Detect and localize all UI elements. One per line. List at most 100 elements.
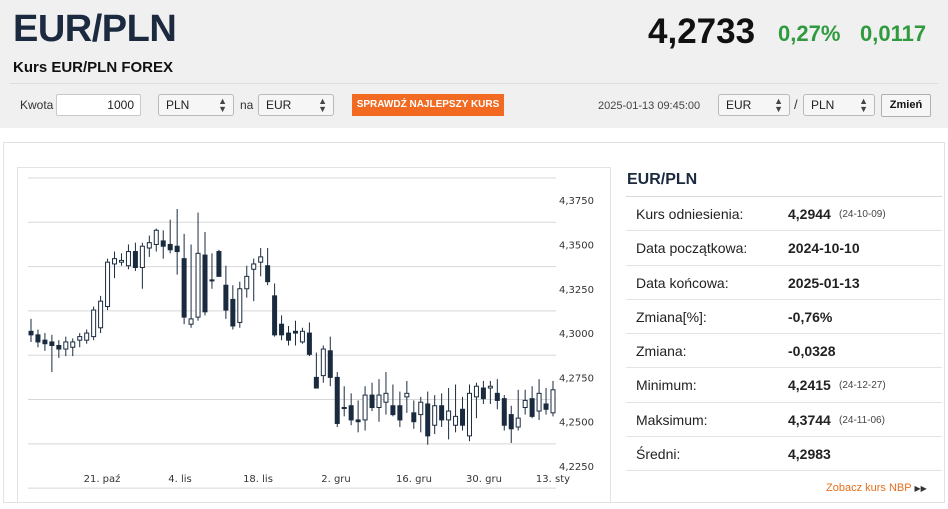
candle-body (77, 336, 83, 341)
candle-body (153, 229, 159, 245)
candle-body (376, 394, 382, 409)
stats-row-label: Maksimum: (636, 411, 708, 428)
candle-body (42, 339, 48, 345)
candle-body (320, 348, 326, 377)
x-tick-label: 16. gru (396, 474, 432, 485)
change-pair-button[interactable]: Zmień (881, 94, 931, 117)
x-tick-label: 2. gru (321, 474, 351, 485)
amount-input[interactable] (56, 94, 141, 116)
candle-body (466, 392, 472, 437)
candle-body (279, 323, 285, 336)
candle-body (299, 330, 305, 343)
y-tick-label: 4,3750 (559, 196, 594, 207)
candle-body (56, 344, 62, 350)
y-tick-label: 4,2250 (559, 462, 594, 473)
na-label: na (240, 98, 254, 112)
select-arrows-icon: ▲ ▼ (318, 96, 327, 114)
stats-row-label: Zmiana: (636, 343, 687, 360)
candle-body (91, 309, 97, 338)
candle-body (139, 245, 145, 269)
candle-body (460, 408, 466, 426)
candle-body (550, 389, 556, 414)
header-divider (10, 83, 938, 84)
candle-body (306, 332, 312, 355)
stats-row: Data początkowa: 2024-10-10 (626, 231, 942, 266)
x-tick-label: 21. paź (84, 473, 121, 485)
stats-row: Maksimum: 4,3744 (24-11-06) (626, 403, 942, 438)
candle-body (181, 258, 187, 318)
candle-body (35, 334, 41, 343)
candle-body (63, 341, 69, 350)
candle-body (529, 398, 535, 417)
candle-body (195, 252, 201, 318)
y-tick-label: 4,3250 (559, 285, 594, 296)
stats-row-value: -0,0328 (788, 343, 836, 360)
stats-rows: Kurs odniesienia: 4,2944 (24-10-09) Data po… (626, 197, 942, 472)
to-currency-select[interactable]: EUR ▲ ▼ (258, 94, 334, 116)
candle-body (348, 405, 354, 421)
pair-separator: / (794, 97, 798, 112)
x-tick-label: 18. lis (243, 474, 273, 485)
stats-row-value: 4,2944 (788, 206, 831, 222)
stats-row-label: Średni: (636, 446, 681, 463)
nbp-link-text: Zobacz kurs NBP (826, 482, 912, 494)
select-arrows-icon: ▲ ▼ (774, 96, 783, 114)
candle-body (432, 405, 438, 426)
pair-from-value: EUR (726, 98, 752, 112)
candle-body (272, 295, 278, 336)
candle-body (543, 403, 549, 410)
quote-timestamp: 2025-01-13 09:45:00 (598, 100, 701, 112)
candle-body (98, 300, 104, 329)
candle-body (230, 298, 236, 327)
candle-body (28, 330, 34, 336)
candle-body (439, 405, 445, 421)
candle-body (362, 394, 368, 421)
candle-body (341, 407, 347, 410)
stats-row: Kurs odniesienia: 4,2944 (24-10-09) (626, 197, 942, 232)
candle-body (487, 385, 493, 389)
candle-body (188, 318, 194, 325)
y-tick-label: 4,3000 (559, 329, 594, 340)
to-currency-value: EUR (266, 98, 292, 112)
candle-body (125, 251, 131, 267)
price-chart: 4,3750 4,3500 4,3250 4,3000 4,2750 4,2500 4,22… (17, 167, 611, 503)
candle-body (209, 279, 215, 282)
candle-body (418, 401, 424, 416)
x-tick-label: 13. sty (536, 474, 570, 485)
nbp-rate-link[interactable]: Zobacz kurs NBP ▶▶ (826, 482, 927, 494)
candle-body (494, 392, 500, 401)
candle-body (292, 330, 298, 334)
pair-to-select[interactable]: PLN ▲ ▼ (803, 94, 875, 116)
stats-row-value: 2024-10-10 (788, 240, 860, 257)
stats-row: Zmiana: -0,0328 (626, 334, 942, 369)
candle-body (480, 387, 486, 400)
candle-body (453, 415, 459, 426)
candle-body (508, 414, 514, 430)
candle-body (202, 254, 208, 313)
check-best-rate-button[interactable]: SPRAWDŹ NAJLEPSZY KURS (352, 94, 504, 116)
candle-body (355, 419, 361, 423)
y-tick-label: 4,2500 (559, 418, 594, 429)
stats-row: Średni: 4,2983 (626, 437, 942, 472)
from-currency-select[interactable]: PLN ▲ ▼ (158, 94, 234, 116)
stats-row-date: (24-10-09) (839, 209, 886, 220)
stats-row-value: 2025-01-13 (788, 274, 860, 291)
amount-label: Kwota (20, 98, 54, 112)
stats-row-label: Minimum: (636, 377, 697, 394)
candle-body (390, 405, 396, 416)
stats-row: Minimum: 4,2415 (24-12-27) (626, 368, 942, 403)
page-subtitle: Kurs EUR/PLN FOREX (13, 59, 174, 76)
x-tick-label: 30. gru (466, 474, 502, 485)
candle-body (313, 376, 319, 389)
stats-row: Data końcowa: 2025-01-13 (626, 266, 942, 300)
candle-body (522, 399, 528, 409)
candle-body (216, 251, 222, 277)
stats-row: Zmiana[%]: -0,76% (626, 300, 942, 335)
candle-body (70, 341, 76, 348)
candle-body (237, 288, 243, 323)
candle-body (84, 332, 90, 341)
pair-from-select[interactable]: EUR ▲ ▼ (718, 94, 790, 116)
candle-body (515, 417, 521, 428)
change-percent: 0,27% (778, 21, 841, 46)
candlestick-chart: 4,3750 4,3500 4,3250 4,3000 4,2750 4,2500 4,22… (28, 177, 594, 489)
